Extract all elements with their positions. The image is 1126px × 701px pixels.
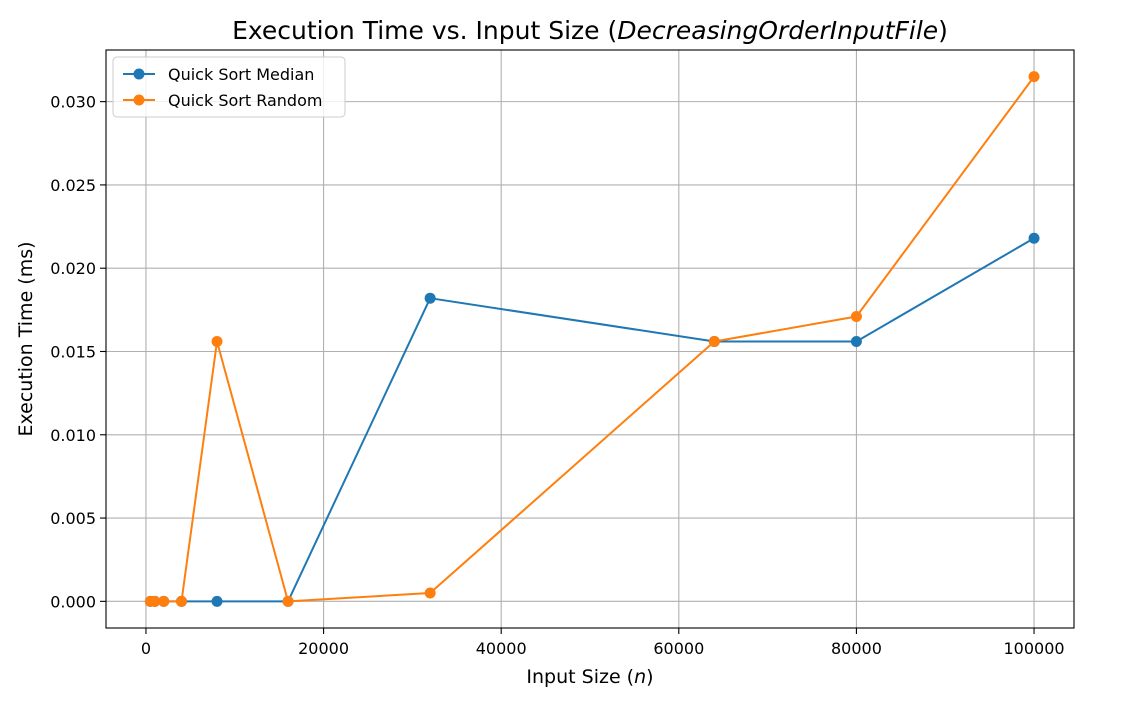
- data-point: [211, 335, 223, 347]
- legend-box: [112, 56, 346, 118]
- data-point: [1028, 71, 1040, 83]
- x-tick-label: 80000: [831, 639, 882, 658]
- y-tick-label: 0.010: [50, 426, 96, 445]
- data-point: [158, 595, 170, 607]
- series-quick-sort-random: [144, 71, 1040, 607]
- y-tick-label: 0.030: [50, 93, 96, 112]
- grid: [106, 50, 1074, 628]
- data-point: [149, 595, 161, 607]
- data-point: [282, 595, 294, 607]
- y-tick-label: 0.020: [50, 259, 96, 278]
- data-point: [850, 335, 862, 347]
- x-tick-label: 40000: [476, 639, 527, 658]
- x-axis-label: Input Size (n): [526, 666, 653, 688]
- y-tick-label: 0.025: [50, 176, 96, 195]
- legend-label: Quick Sort Median: [168, 65, 314, 84]
- series-layer: [144, 71, 1040, 607]
- data-point: [708, 335, 720, 347]
- plot-frame: [105, 49, 1075, 629]
- y-axis-label: Execution Time (ms): [15, 241, 37, 436]
- legend-marker: [133, 68, 145, 80]
- legend-label: Quick Sort Random: [168, 91, 322, 110]
- y-tick-label: 0.005: [50, 509, 96, 528]
- y-tick-label: 0.000: [50, 592, 96, 611]
- x-tick-label: 0: [141, 639, 151, 658]
- x-tick-label: 100000: [1003, 639, 1064, 658]
- data-point: [1028, 232, 1040, 244]
- x-tick-label: 20000: [298, 639, 349, 658]
- data-point: [850, 311, 862, 323]
- legend: Quick Sort Median Quick Sort Random: [112, 56, 346, 118]
- x-tick-label: 60000: [653, 639, 704, 658]
- ticks: 0 20000 40000 60000 80000 100000 0.000 0.005 0.0…: [50, 93, 1064, 658]
- legend-marker: [133, 94, 145, 106]
- data-point: [175, 595, 187, 607]
- data-point: [424, 292, 436, 304]
- data-point: [424, 587, 436, 599]
- chart-title: Execution Time vs. Input Size (Decreasin…: [232, 16, 948, 45]
- y-tick-label: 0.015: [50, 342, 96, 361]
- data-point: [211, 595, 223, 607]
